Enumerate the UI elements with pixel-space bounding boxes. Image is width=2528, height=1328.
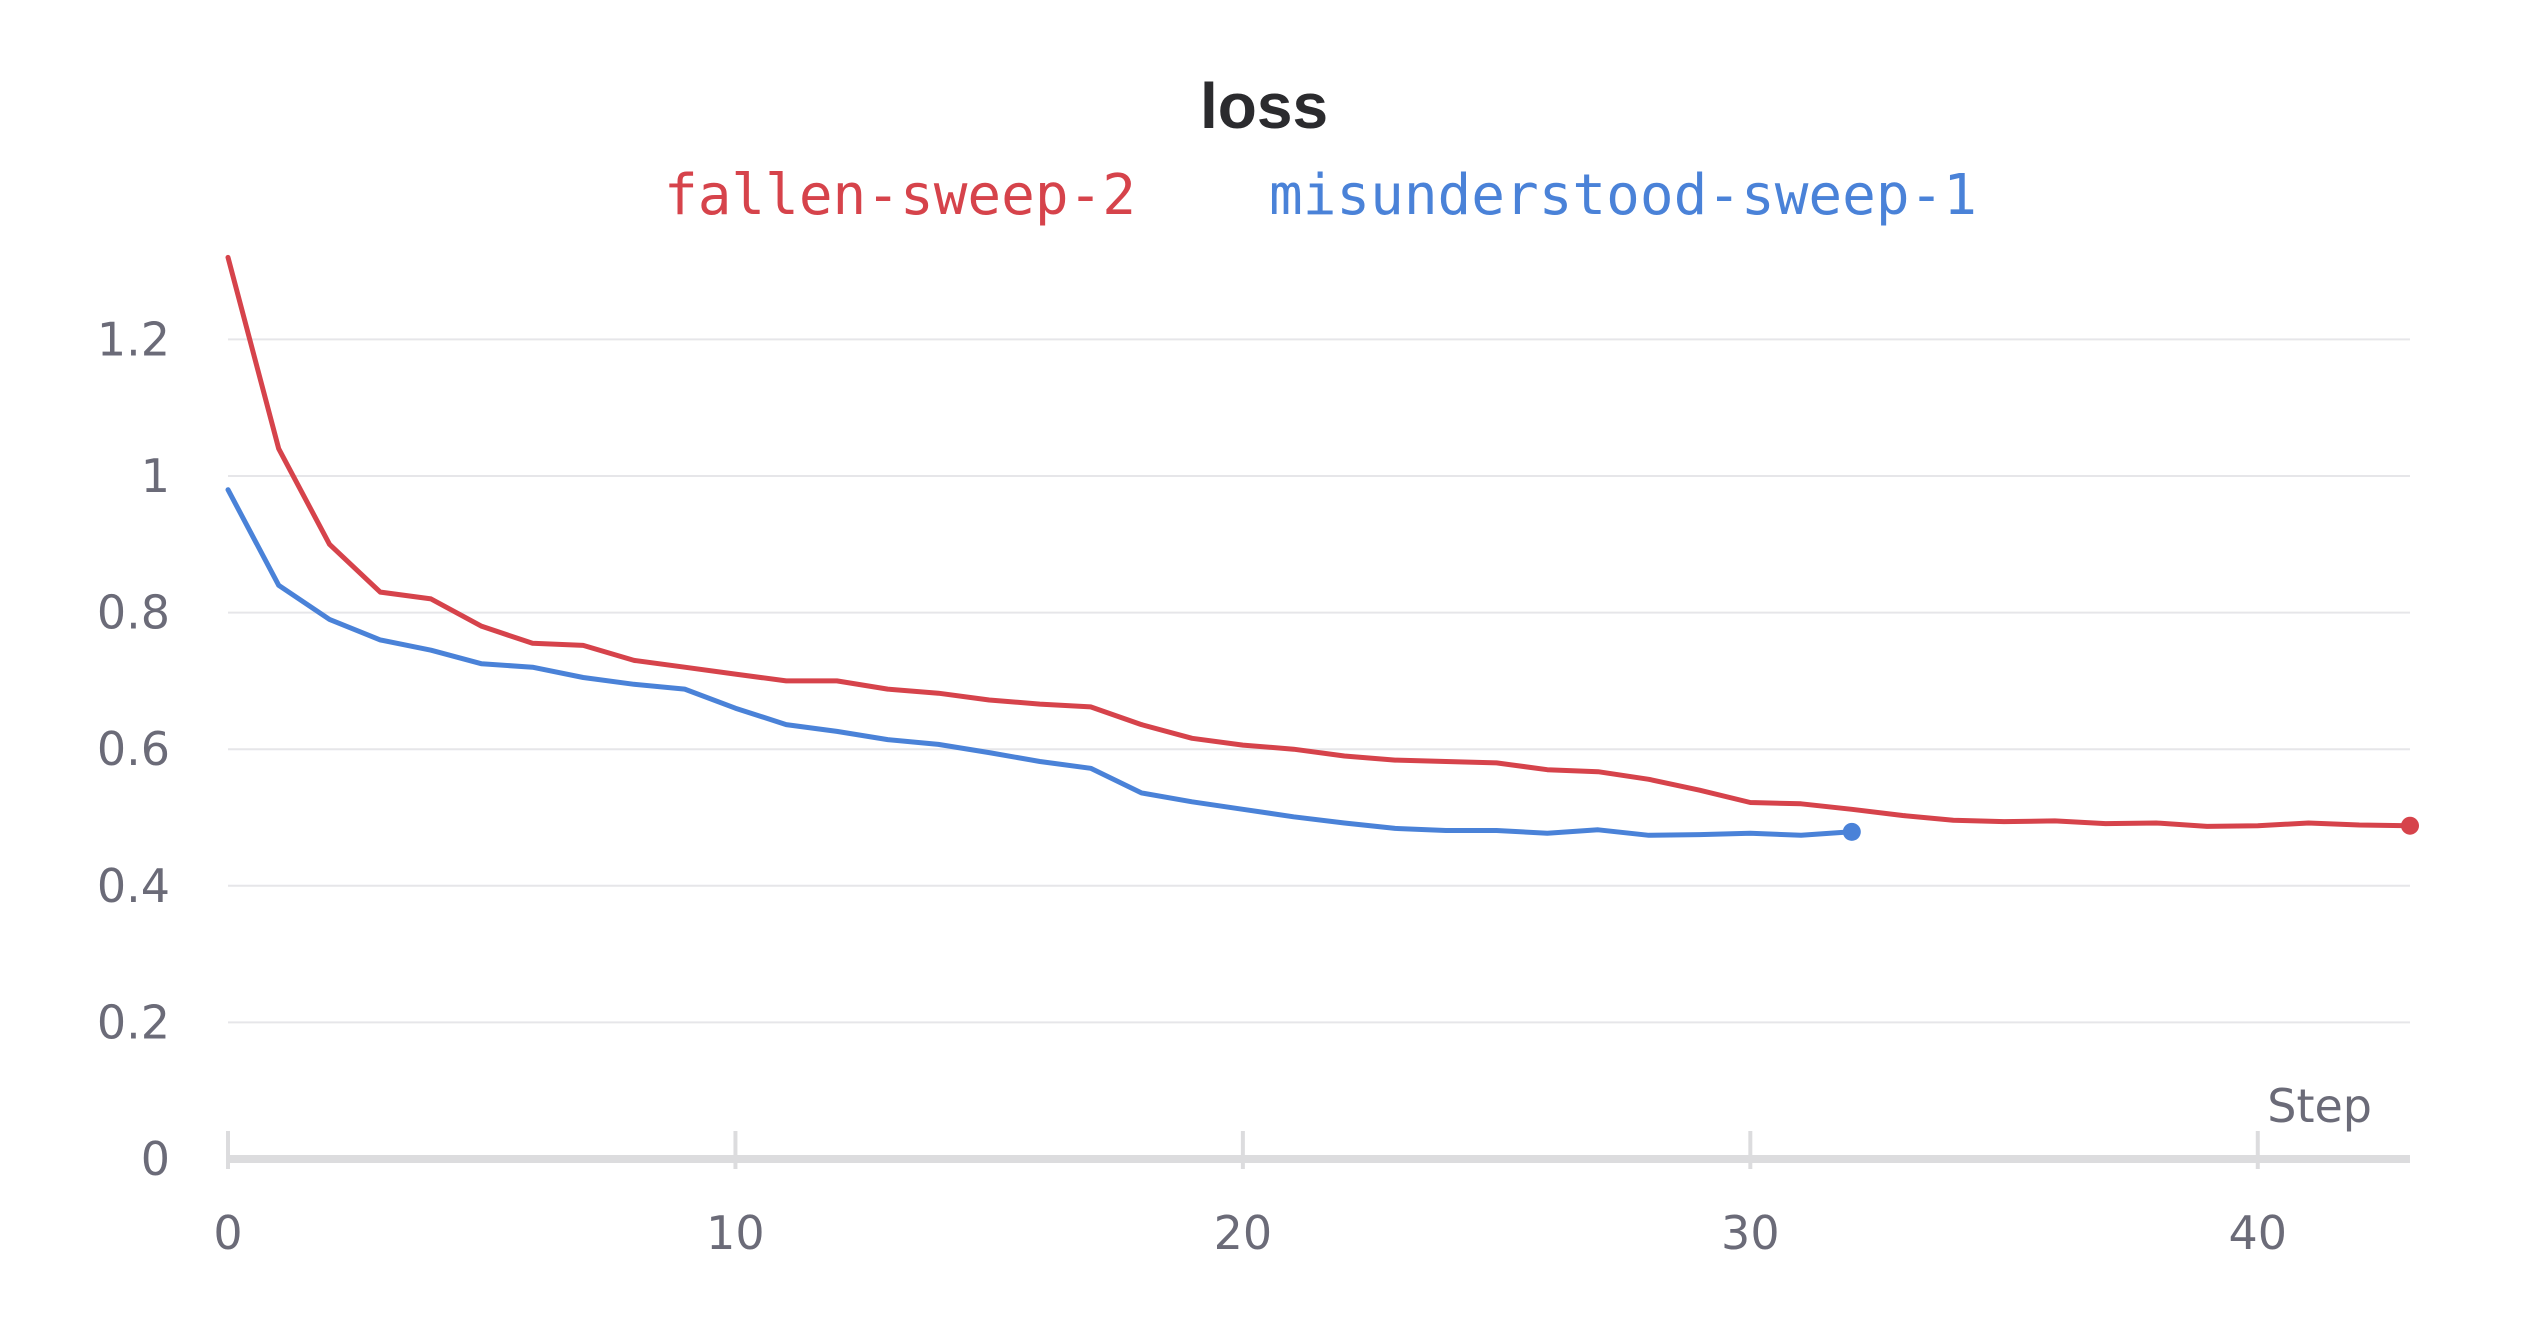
y-tick-label: 1 (141, 449, 170, 503)
y-tick-label: 0.6 (97, 722, 170, 776)
x-axis: 0 10 20 30 40 (213, 1131, 2410, 1260)
legend-item-fallen-sweep-2[interactable]: fallen-sweep-2 (664, 163, 1136, 228)
series-endpoint-fallen-sweep-2[interactable] (2401, 816, 2419, 835)
x-tick-label: 40 (2228, 1206, 2287, 1260)
y-axis-ticks: 0 0.2 0.4 0.6 0.8 1 1.2 (97, 312, 170, 1186)
series-lines (225, 254, 2419, 841)
chart-title: loss (1200, 70, 1328, 142)
x-tick-label: 10 (706, 1206, 765, 1260)
gridlines (228, 338, 2410, 1024)
legend: fallen-sweep-2 misunderstood-sweep-1 (664, 163, 1977, 228)
y-tick-label: 0 (141, 1132, 170, 1186)
y-tick-label: 0.2 (97, 995, 170, 1049)
y-tick-label: 1.2 (97, 312, 170, 366)
y-tick-label: 0.4 (97, 859, 170, 913)
x-tick-label: 30 (1721, 1206, 1780, 1260)
series-line-fallen-sweep-2[interactable] (225, 254, 2413, 829)
y-tick-label: 0.8 (97, 586, 170, 640)
x-tick-label: 0 (213, 1206, 242, 1260)
series-line-misunderstood-sweep-1[interactable] (225, 487, 1855, 838)
x-tick-label: 20 (1214, 1206, 1273, 1260)
legend-item-misunderstood-sweep-1[interactable]: misunderstood-sweep-1 (1269, 163, 1977, 228)
series-endpoint-misunderstood-sweep-1[interactable] (1842, 822, 1861, 841)
x-axis-title: Step (2267, 1079, 2372, 1133)
